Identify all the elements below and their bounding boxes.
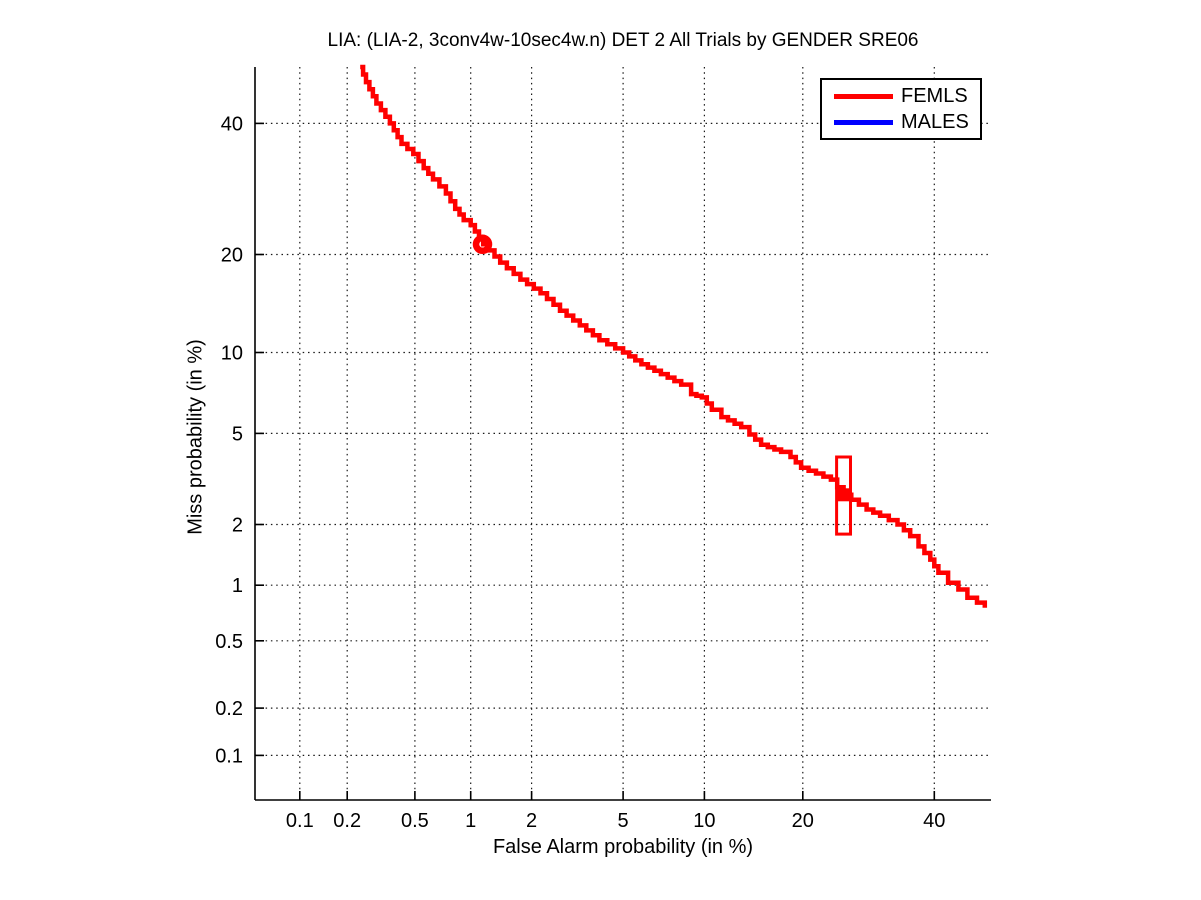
legend-item-males: MALES <box>834 112 980 132</box>
x-tick-label: 10 <box>693 810 715 832</box>
y-tick-label: 0.1 <box>215 745 243 767</box>
y-tick-label: 2 <box>232 515 243 537</box>
y-tick-label: 40 <box>221 113 243 135</box>
legend-line-males <box>834 119 893 125</box>
confidence-box <box>835 455 852 536</box>
chart-title: LIA: (LIA-2, 3conv4w-10sec4w.n) DET 2 Al… <box>327 30 919 51</box>
operating-point-circle <box>472 234 493 255</box>
y-tick-label: 10 <box>221 343 243 365</box>
legend-label-males: MALES <box>901 111 969 133</box>
x-axis-label: False Alarm probability (in %) <box>492 836 754 858</box>
y-tick-label: 0.5 <box>215 631 243 653</box>
x-tick-label: 20 <box>792 810 814 832</box>
det-curve-femls <box>360 64 988 608</box>
operating-point-square <box>837 488 851 502</box>
x-tick-label: 1 <box>465 810 476 832</box>
y-axis-label: Miss probability (in %) <box>184 339 207 535</box>
y-tick-label: 20 <box>221 245 243 267</box>
y-tick-label: 1 <box>232 575 243 597</box>
y-tick-label: 5 <box>232 423 243 445</box>
x-tick-label: 2 <box>526 810 537 832</box>
legend-line-femls <box>834 93 893 99</box>
legend-item-femls: FEMLS <box>834 86 980 106</box>
x-tick-label: 40 <box>923 810 945 832</box>
legend-label-femls: FEMLS <box>901 85 968 107</box>
x-tick-label: 0.1 <box>286 810 314 832</box>
gridlines <box>255 67 991 800</box>
legend: FEMLS MALES <box>820 78 982 140</box>
x-tick-label: 0.5 <box>401 810 429 832</box>
y-tick-label: 0.2 <box>215 698 243 720</box>
x-tick-label: 0.2 <box>333 810 361 832</box>
x-tick-label: 5 <box>618 810 629 832</box>
